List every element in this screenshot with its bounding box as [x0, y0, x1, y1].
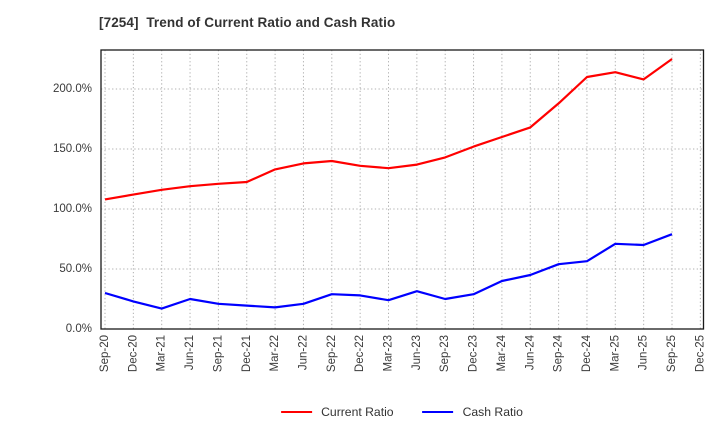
x-tick-label: Sep-20: [99, 335, 111, 372]
x-tick-label: Mar-24: [496, 334, 508, 371]
x-tick-label: Mar-21: [156, 335, 168, 371]
legend: Current Ratio Cash Ratio: [281, 405, 523, 419]
legend-line-sample-cash-ratio: [422, 410, 454, 414]
x-tick-label: Jun-24: [524, 334, 536, 370]
series-line-current-ratio: [104, 58, 673, 201]
legend-item-cash-ratio: Cash Ratio: [422, 405, 523, 419]
x-tick-label: Sep-21: [212, 335, 224, 372]
x-tick-label: Jun-25: [638, 335, 650, 370]
x-tick-label: Sep-23: [439, 335, 451, 372]
legend-item-current-ratio: Current Ratio: [281, 405, 394, 419]
x-tick-label: Sep-22: [326, 335, 338, 372]
y-tick-label: 100.0%: [53, 203, 92, 215]
legend-label-cash-ratio: Cash Ratio: [462, 405, 523, 419]
series-line-cash-ratio: [104, 233, 673, 310]
x-tick-label: Mar-23: [383, 335, 395, 371]
x-tick-label: Sep-24: [553, 334, 565, 372]
y-tick-label: 50.0%: [59, 263, 92, 275]
x-tick-label: Jun-23: [411, 335, 423, 370]
y-tick-label: 0.0%: [66, 323, 92, 335]
legend-label-current-ratio: Current Ratio: [321, 405, 394, 419]
y-tick-label: 150.0%: [53, 143, 92, 155]
x-tick-label: Dec-25: [694, 335, 706, 372]
x-tick-label: Dec-22: [354, 335, 366, 372]
x-tick-label: Mar-22: [269, 335, 281, 371]
x-tick-label: Dec-20: [127, 335, 139, 372]
x-tick-label: Jun-21: [184, 335, 196, 370]
x-tick-label: Mar-25: [609, 335, 621, 371]
legend-line-sample-current-ratio: [281, 410, 313, 414]
plot-frame: [100, 49, 705, 330]
x-tick-label: Dec-21: [241, 335, 253, 372]
x-tick-label: Dec-23: [468, 335, 480, 372]
chart-title: [7254] Trend of Current Ratio and Cash R…: [99, 15, 396, 30]
x-tick-label: Sep-25: [666, 335, 678, 372]
x-tick-label: Jun-22: [297, 335, 309, 370]
y-tick-label: 200.0%: [53, 83, 92, 95]
x-tick-label: Dec-24: [581, 334, 593, 372]
